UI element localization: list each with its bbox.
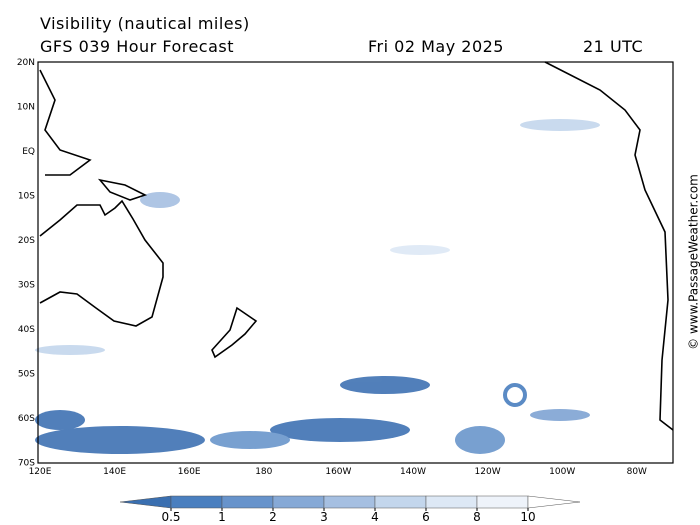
new-guinea [97,178,148,201]
colorbar-max [527,495,581,509]
latitude-label: 30S [18,281,35,291]
longitude-label: 180 [255,467,272,477]
watermark: © www.PassageWeather.com [687,174,700,350]
colorbar-label: 2 [269,510,277,524]
south-america [544,61,674,431]
longitude-label: 120E [29,467,52,477]
australia [39,199,164,327]
longitude-label: 160E [178,467,201,477]
latitude-label: 50S [18,370,35,380]
longitude-label: 80W [627,467,647,477]
latitude-label: EQ [22,147,35,157]
new-zealand [211,306,258,359]
colorbar-segment [374,495,427,509]
colorbar-label: 4 [371,510,379,524]
colorbar-segment [476,495,529,509]
latitude-label: 70S [18,459,35,469]
colorbar-segment [221,495,274,509]
latitude-label: 10S [18,192,35,202]
map-border [37,61,674,464]
map [35,61,674,464]
colorbar-label: 10 [520,510,535,524]
colorbar-label: 0.5 [161,510,180,524]
title: Visibility (nautical miles) [40,14,250,33]
colorbar-segment [425,495,478,509]
forecast: GFS 039 Hour Forecast [40,37,234,56]
longitude-label: 120W [475,467,501,477]
visibility-fields [35,119,600,454]
longitude-label: 140E [103,467,126,477]
colorbar-label: 1 [218,510,226,524]
latitude-label: 20N [17,58,35,68]
date: Fri 02 May 2025 [368,37,504,56]
colorbar-segment [170,495,223,509]
longitude-label: 140W [400,467,426,477]
colorbar-label: 6 [422,510,430,524]
latitude-label: 10N [17,103,35,113]
colorbar-label: 8 [473,510,481,524]
longitude-label: 160W [325,467,351,477]
latitude-label: 40S [18,325,35,335]
southeast-asia [39,69,92,176]
longitude-label: 100W [549,467,575,477]
latitude-label: 60S [18,414,35,424]
latitude-label: 20S [18,236,35,246]
colorbar-label: 3 [320,510,328,524]
colorbar-min [119,495,172,509]
time: 21 UTC [583,37,643,56]
colorbar-segment [272,495,325,509]
colorbar-segment [323,495,376,509]
